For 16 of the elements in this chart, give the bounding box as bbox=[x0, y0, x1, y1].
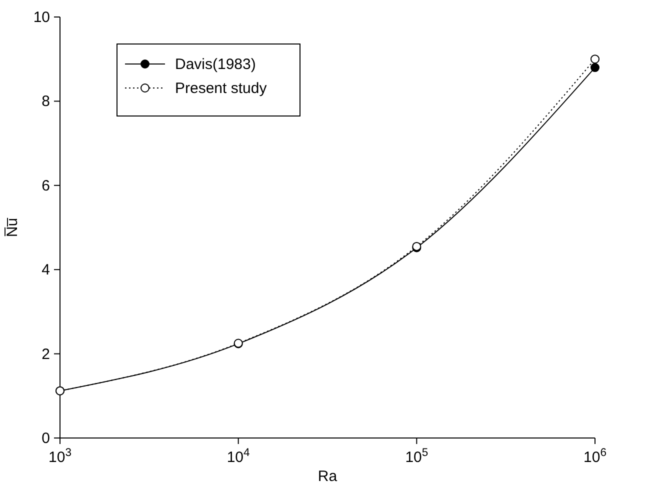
y-tick-label: 4 bbox=[42, 262, 50, 279]
y-axis-title: N̅u̅ bbox=[4, 217, 21, 238]
y-tick-label: 2 bbox=[42, 346, 50, 363]
x-tick-label: 10$^{5}$ bbox=[405, 447, 428, 466]
y-tick-label: 8 bbox=[42, 93, 50, 110]
point bbox=[590, 54, 600, 64]
legend-label: Present study bbox=[175, 80, 268, 97]
y-tick-label: 10 bbox=[33, 9, 50, 26]
x-axis-title: Ra bbox=[318, 468, 338, 485]
legend-label: Davis(1983) bbox=[175, 56, 256, 73]
y-tick-label: 0 bbox=[42, 430, 50, 447]
x-tick-label: 10$^{6}$ bbox=[584, 447, 606, 466]
point bbox=[590, 63, 600, 72]
x-tick-label: 10$^{4}$ bbox=[226, 447, 250, 466]
y-tick-label: 6 bbox=[42, 177, 50, 194]
x-tick-label: 10$^{3}$ bbox=[48, 447, 72, 466]
